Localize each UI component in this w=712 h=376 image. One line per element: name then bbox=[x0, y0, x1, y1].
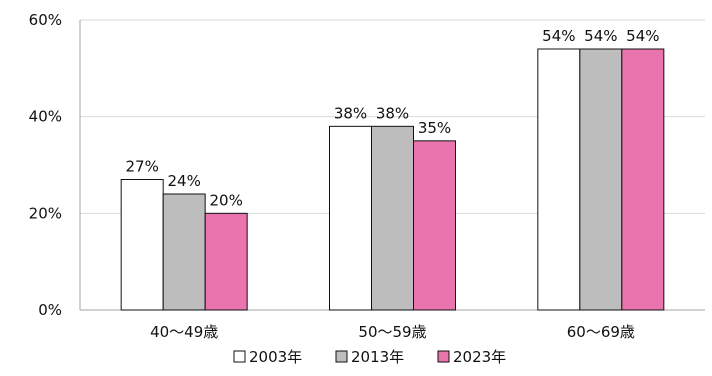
y-tick-label: 40% bbox=[29, 108, 62, 126]
bar-2003年-40～49歳 bbox=[120, 179, 164, 311]
data-label: 54% bbox=[584, 27, 617, 45]
y-tick-label: 20% bbox=[29, 204, 62, 222]
bar-2023年-60～69歳 bbox=[621, 48, 665, 311]
data-label: 54% bbox=[626, 27, 659, 45]
x-category-label: 60～69歳 bbox=[567, 323, 635, 341]
bar-2003年-60～69歳 bbox=[537, 48, 581, 311]
legend-swatch bbox=[233, 350, 246, 363]
bar-2013年-40～49歳 bbox=[162, 193, 206, 311]
x-category-label: 50～59歳 bbox=[358, 323, 426, 341]
bar-2023年-50～59歳 bbox=[413, 140, 456, 311]
y-tick-label: 0% bbox=[38, 301, 62, 319]
data-label: 35% bbox=[418, 119, 451, 137]
bar-2003年-50～59歳 bbox=[329, 125, 372, 311]
data-label: 24% bbox=[167, 172, 200, 190]
legend-label: 2013年 bbox=[351, 348, 404, 366]
bars bbox=[120, 48, 665, 311]
data-label: 54% bbox=[542, 27, 575, 45]
data-label: 20% bbox=[209, 191, 242, 209]
legend-swatch bbox=[335, 350, 348, 363]
bar-2013年-60～69歳 bbox=[579, 48, 623, 311]
legend-swatch bbox=[437, 350, 450, 363]
legend: 2003年 2013年 2023年 bbox=[233, 348, 506, 366]
data-labels: 27% 24% 20% 38% 38% 35% 54% 54% 54% bbox=[125, 27, 659, 209]
legend-label: 2003年 bbox=[249, 348, 302, 366]
data-label: 38% bbox=[376, 104, 409, 122]
y-tick-label: 60% bbox=[29, 11, 62, 29]
x-category-label: 40～49歳 bbox=[150, 323, 218, 341]
data-label: 38% bbox=[334, 104, 367, 122]
legend-label: 2023年 bbox=[453, 348, 506, 366]
bar-2013年-50～59歳 bbox=[371, 125, 414, 311]
data-label: 27% bbox=[125, 158, 158, 176]
bar-2023年-40～49歳 bbox=[204, 212, 248, 311]
